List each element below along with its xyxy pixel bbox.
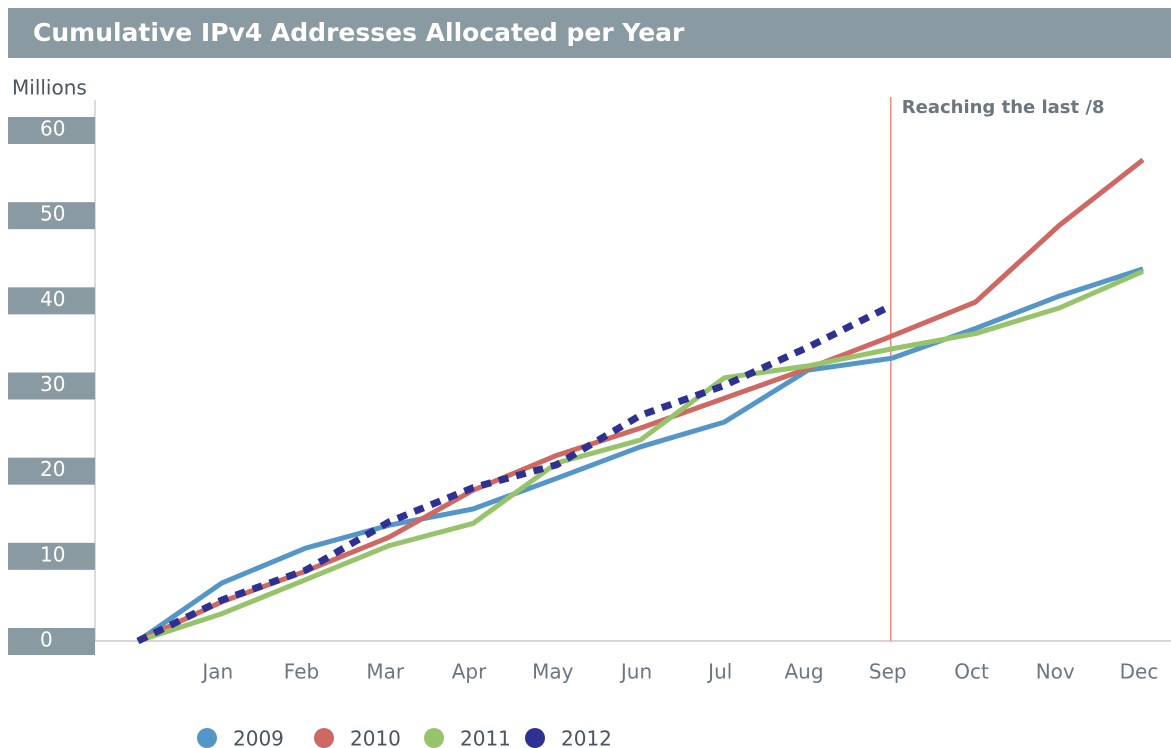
- legend-label: 2009: [233, 727, 284, 748]
- series-line: [136, 157, 1145, 644]
- annotation-text: Reaching the last /8: [902, 97, 1105, 118]
- x-tick-label: Mar: [366, 660, 405, 684]
- legend-label: 2012: [561, 727, 612, 748]
- legend-swatch: [525, 728, 545, 748]
- y-tick-label: 40: [40, 287, 65, 311]
- title-bar: [8, 8, 1171, 58]
- y-tick-box: [8, 202, 95, 230]
- x-tick-label: Apr: [452, 660, 487, 684]
- x-tick-label: Jun: [619, 660, 652, 684]
- y-tick-box: [8, 628, 95, 655]
- y-tick-label: 10: [40, 542, 65, 566]
- x-tick-label: Jan: [200, 660, 233, 684]
- x-tick-label: Jul: [706, 660, 732, 684]
- y-tick-label: 50: [40, 202, 65, 226]
- y-tick-box: [8, 117, 95, 144]
- y-tick-box: [8, 542, 95, 570]
- y-tick-box: [8, 457, 95, 485]
- x-tick-label: Sep: [869, 660, 907, 684]
- y-tick-box: [8, 287, 95, 315]
- x-tick-label: Dec: [1120, 660, 1159, 684]
- legend-label: 2010: [350, 727, 401, 748]
- x-tick-label: Aug: [784, 660, 823, 684]
- chart-title: Cumulative IPv4 Addresses Allocated per …: [33, 18, 685, 47]
- series-line: [137, 269, 1145, 644]
- y-tick-label: 0: [40, 628, 53, 652]
- x-tick-label: Feb: [284, 660, 319, 684]
- x-tick-label: Oct: [954, 660, 989, 684]
- y-tick-label: 60: [40, 117, 65, 141]
- legend-swatch: [424, 728, 444, 748]
- legend-label: 2011: [460, 727, 511, 748]
- y-tick-box: [8, 372, 95, 400]
- y-tick-label: 30: [40, 372, 65, 396]
- legend-swatch: [314, 728, 334, 748]
- y-axis-label: Millions: [12, 76, 87, 100]
- legend-swatch: [197, 728, 217, 748]
- y-tick-label: 20: [40, 457, 65, 481]
- x-tick-label: Nov: [1036, 660, 1075, 684]
- x-tick-label: May: [532, 660, 574, 684]
- series-line: [136, 302, 894, 645]
- series-line: [136, 266, 1144, 644]
